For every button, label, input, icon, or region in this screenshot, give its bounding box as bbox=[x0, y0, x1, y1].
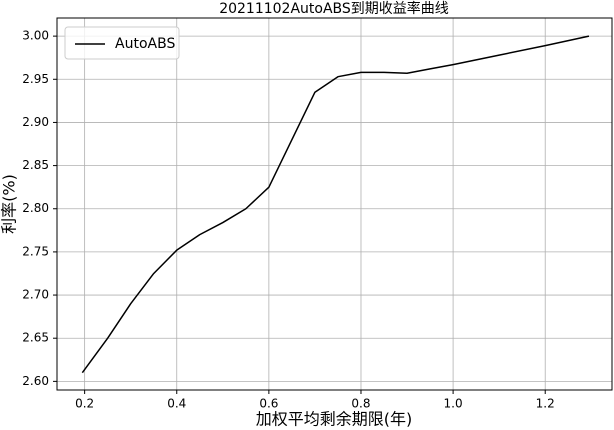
y-tick-label: 2.80 bbox=[22, 201, 49, 215]
x-tick-label: 0.6 bbox=[259, 397, 278, 411]
x-tick-label: 0.8 bbox=[351, 397, 370, 411]
y-tick-label: 2.65 bbox=[22, 331, 49, 345]
x-axis-label: 加权平均剩余期限(年) bbox=[256, 410, 413, 429]
y-tick-label: 2.75 bbox=[22, 244, 49, 258]
y-tick-label: 2.70 bbox=[22, 288, 49, 302]
plot-frame bbox=[56, 17, 613, 391]
y-tick-label: 2.60 bbox=[22, 374, 49, 388]
y-tick-label: 2.85 bbox=[22, 158, 49, 172]
y-tick-label: 3.00 bbox=[22, 29, 49, 43]
x-tick-label: 1.2 bbox=[536, 397, 555, 411]
data-line bbox=[81, 35, 590, 374]
x-tick-label: 0.4 bbox=[167, 397, 186, 411]
legend-box bbox=[64, 26, 180, 60]
y-axis-label: 利率(%) bbox=[0, 174, 19, 234]
legend-label: AutoABS bbox=[115, 36, 175, 52]
y-tick-label: 2.95 bbox=[22, 72, 49, 86]
x-tick-label: 0.2 bbox=[75, 397, 94, 411]
x-tick-label: 1.0 bbox=[444, 397, 463, 411]
y-tick-label: 2.90 bbox=[22, 115, 49, 129]
chart-title: 20211102AutoABS到期收益率曲线 bbox=[219, 0, 449, 17]
